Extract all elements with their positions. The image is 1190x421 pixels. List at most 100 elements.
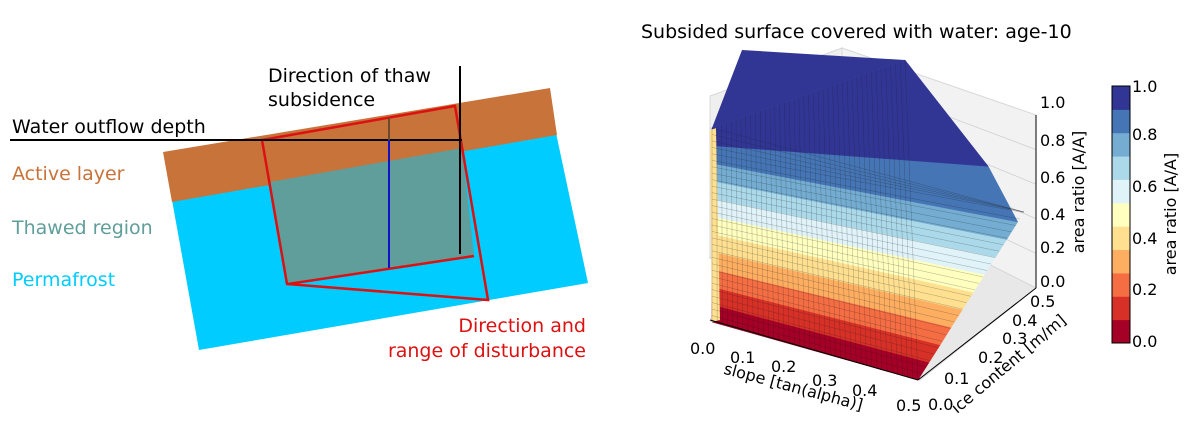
- thawed-region-box: [270, 148, 474, 284]
- mesh-line: [731, 121, 733, 328]
- mesh-line: [875, 70, 888, 372]
- mesh-line: [846, 80, 857, 363]
- mesh-line: [711, 244, 967, 303]
- mesh-line: [784, 102, 790, 344]
- mesh-line: [813, 92, 821, 353]
- mesh-line: [769, 107, 775, 340]
- mesh-line: [740, 117, 744, 331]
- mesh-line: [745, 116, 749, 333]
- mesh-line: [711, 295, 935, 355]
- mesh-line: [760, 110, 764, 337]
- colorbar-segment: [1112, 272, 1130, 297]
- label-thaw-direction-1: Direction of thaw: [268, 65, 431, 87]
- mesh-line: [870, 71, 883, 370]
- mesh-line: [808, 93, 816, 352]
- mesh-line: [817, 90, 826, 354]
- mesh-line: [711, 315, 923, 374]
- mesh-line: [721, 124, 723, 325]
- y-tick: 0.2: [978, 348, 1003, 367]
- mesh-line: [711, 179, 1008, 239]
- mesh-line: [827, 87, 836, 357]
- colorbar-segment: [1112, 226, 1130, 251]
- z-tick: 0.2: [1040, 238, 1065, 257]
- mesh-line: [890, 65, 903, 376]
- mesh-line: [711, 147, 1025, 213]
- z-tick: 0.0: [1040, 272, 1065, 291]
- mesh-line: [832, 85, 841, 359]
- mesh-line: [711, 270, 951, 329]
- label-permafrost: Permafrost: [12, 269, 115, 291]
- mesh-line: [711, 198, 996, 258]
- surface-mesh: [711, 59, 1025, 381]
- x-tick: 0.3: [812, 371, 837, 390]
- colorbar-segment: [1112, 156, 1130, 180]
- surface-plateau: [712, 50, 905, 128]
- mesh-line: [774, 105, 780, 341]
- x-tick: 0.2: [771, 357, 796, 376]
- plot-title: Subsided surface covered with water: age…: [641, 21, 1072, 43]
- mesh-line: [842, 82, 852, 362]
- colorbar-segment: [1112, 109, 1130, 134]
- mesh-line: [711, 205, 992, 265]
- mesh-line: [711, 173, 1012, 233]
- mesh-line: [711, 263, 955, 323]
- colorbar-label: area ratio [A/A]: [1161, 153, 1180, 276]
- mesh-line: [904, 59, 919, 381]
- active-layer-region: [163, 88, 557, 202]
- surface-bands: [710, 50, 1019, 381]
- label-thawed-region: Thawed region: [11, 217, 153, 239]
- label-active-layer: Active layer: [12, 163, 125, 185]
- inner-bottom-line: [287, 254, 475, 286]
- mesh-line: [885, 66, 898, 375]
- y-tick: 0.1: [944, 369, 969, 388]
- mesh-line: [856, 76, 867, 366]
- mesh-line: [726, 122, 728, 327]
- x-tick: 0.0: [690, 339, 715, 358]
- mesh-line: [711, 166, 1016, 226]
- colorbar-segment: [1112, 249, 1130, 274]
- mesh-line: [899, 61, 914, 379]
- label-disturbance-2: range of disturbance: [388, 340, 586, 362]
- mesh-line: [837, 83, 847, 360]
- z-tick: 1.0: [1040, 93, 1065, 112]
- x-tick: 0.5: [896, 396, 921, 415]
- mesh-line: [711, 134, 1025, 213]
- mesh-line: [711, 153, 1024, 213]
- mesh-line: [711, 282, 943, 342]
- colorbar-tick: 0.2: [1132, 280, 1157, 299]
- z-tick: 0.8: [1040, 131, 1065, 150]
- mesh-line: [895, 63, 908, 378]
- surface-edge: [710, 128, 720, 322]
- mesh-line: [788, 100, 795, 346]
- mesh-line: [735, 119, 738, 330]
- colorbar-segment: [1112, 86, 1130, 110]
- mesh-line: [866, 73, 878, 369]
- mesh-line: [851, 78, 862, 365]
- mesh-line: [750, 114, 754, 334]
- colorbar-tick: 0.6: [1132, 177, 1157, 196]
- thaw-diagram: Direction of thaw subsidence Water outfl…: [10, 65, 588, 362]
- mesh-line: [711, 192, 1000, 252]
- y-tick: 0.3: [1002, 329, 1027, 348]
- z-tick: 0.6: [1040, 168, 1065, 187]
- label-water-outflow: Water outflow depth: [12, 116, 206, 138]
- mesh-line: [711, 257, 959, 316]
- colorbar-tick: 1.0: [1132, 77, 1157, 96]
- mesh-line: [711, 237, 971, 297]
- label-thaw-direction-2: subsidence: [268, 89, 375, 111]
- colorbar-segment: [1112, 319, 1130, 344]
- y-tick: 0.0: [928, 395, 953, 414]
- mesh-line: [779, 104, 785, 343]
- mesh-line: [711, 211, 988, 271]
- mesh-line: [711, 224, 980, 284]
- mesh-line: [793, 99, 800, 347]
- disturbance-outline: [260, 104, 490, 302]
- mesh-line: [711, 231, 975, 291]
- x-axis-line: [709, 319, 919, 381]
- mesh-line: [711, 250, 963, 310]
- colorbar-frame: [1111, 85, 1131, 344]
- colorbar-segment: [1112, 202, 1130, 227]
- z-axis-label: area ratio [A/A]: [1069, 131, 1088, 254]
- mesh-line: [755, 112, 759, 336]
- y-tick: 0.4: [1012, 311, 1037, 330]
